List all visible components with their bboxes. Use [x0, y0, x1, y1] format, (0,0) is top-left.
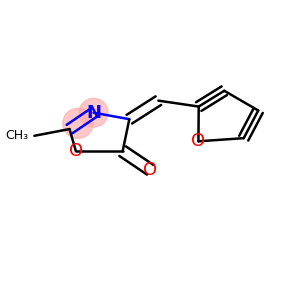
Text: O: O — [143, 161, 157, 179]
Text: CH₃: CH₃ — [5, 129, 28, 142]
Circle shape — [63, 108, 93, 138]
Circle shape — [79, 98, 108, 127]
Text: N: N — [86, 104, 101, 122]
Text: O: O — [69, 142, 83, 160]
Text: O: O — [191, 132, 206, 150]
